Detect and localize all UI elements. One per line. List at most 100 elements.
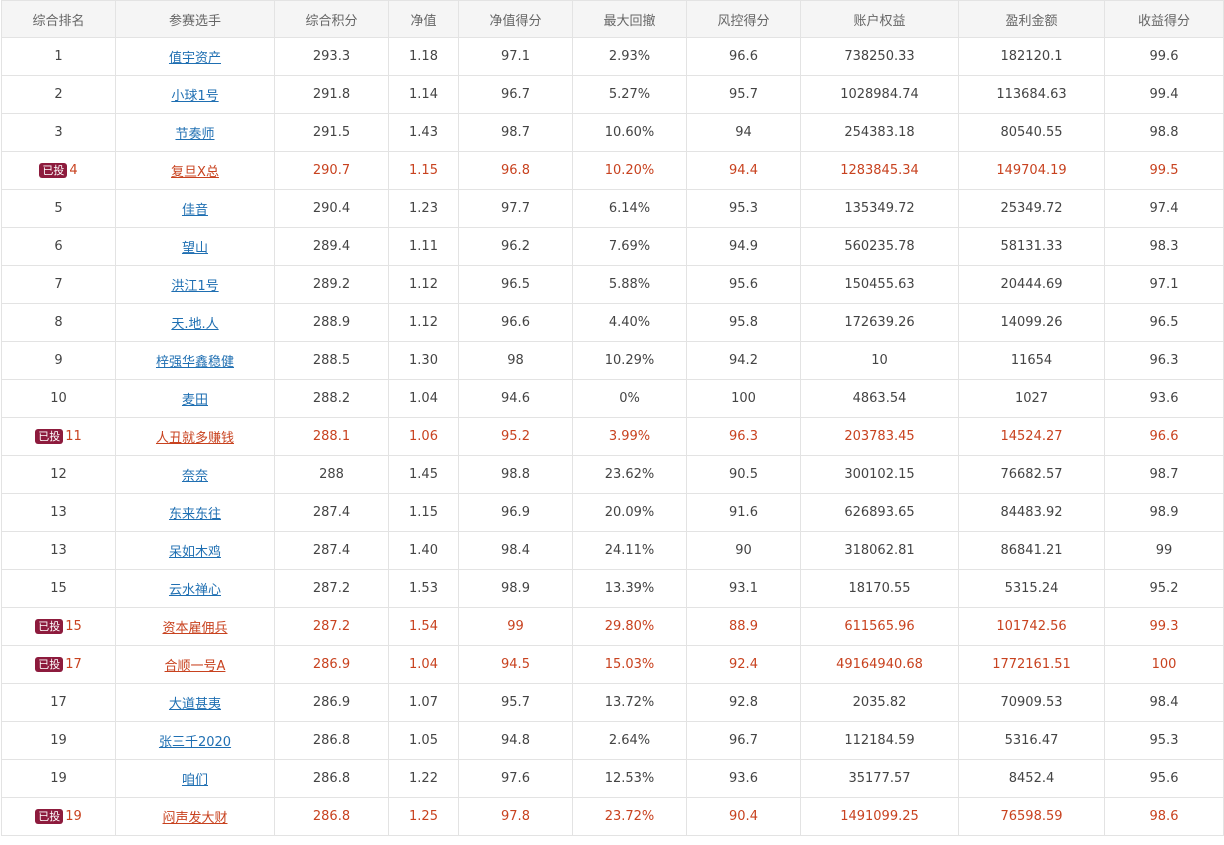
- header-player[interactable]: 参赛选手: [115, 0, 275, 38]
- profit-cell: 182120.1: [958, 37, 1105, 76]
- total-score-cell: 287.2: [274, 607, 389, 646]
- profit-cell: 58131.33: [958, 227, 1105, 266]
- table-row: 3 节奏师 291.5 1.43 98.7 10.60% 94 254383.18 80540.…: [1, 113, 1224, 152]
- return-score-cell: 98.6: [1104, 797, 1224, 836]
- header-max-drawdown[interactable]: 最大回撤: [572, 0, 687, 38]
- header-nav[interactable]: 净值: [388, 0, 459, 38]
- table-row: 已投 17 合顺一号A 286.9 1.04 94.5 15.03% 92.4 49164940…: [1, 645, 1224, 684]
- header-profit[interactable]: 盈利金额: [958, 0, 1105, 38]
- invested-badge: 已投: [35, 619, 64, 634]
- table-row: 2 小球1号 291.8 1.14 96.7 5.27% 95.7 1028984.74 113…: [1, 75, 1224, 114]
- profit-cell: 14099.26: [958, 303, 1105, 342]
- player-link[interactable]: 合顺一号A: [164, 659, 226, 674]
- return-score-cell: 99: [1104, 531, 1224, 570]
- header-nav-score[interactable]: 净值得分: [458, 0, 573, 38]
- risk-score-cell: 90.4: [686, 797, 801, 836]
- table-row: 已投 15 资本雇佣兵 287.2 1.54 99 29.80% 88.9 611565.96 1…: [1, 607, 1224, 646]
- rank-cell: 已投 17: [1, 645, 116, 684]
- rank-cell: 已投 4: [1, 151, 116, 190]
- equity-cell: 1491099.25: [800, 797, 959, 836]
- player-link[interactable]: 东来东往: [168, 507, 221, 522]
- header-return-score[interactable]: 收益得分: [1104, 0, 1224, 38]
- drawdown-cell: 13.72%: [572, 683, 687, 722]
- table-row: 13 呆如木鸡 287.4 1.40 98.4 24.11% 90 318062.81 8684…: [1, 531, 1224, 570]
- nav-cell: 1.04: [388, 379, 459, 418]
- total-score-cell: 289.2: [274, 265, 389, 304]
- player-link[interactable]: 佳音: [181, 203, 208, 218]
- table-row: 15 云水禅心 287.2 1.53 98.9 13.39% 93.1 18170.55 531…: [1, 569, 1224, 608]
- player-link[interactable]: 闷声发大财: [162, 811, 228, 826]
- rank-value: 2: [54, 87, 63, 102]
- invested-badge: 已投: [35, 429, 64, 444]
- player-link[interactable]: 洪江1号: [171, 279, 219, 294]
- risk-score-cell: 95.8: [686, 303, 801, 342]
- drawdown-cell: 13.39%: [572, 569, 687, 608]
- return-score-cell: 98.3: [1104, 227, 1224, 266]
- header-risk-score[interactable]: 风控得分: [686, 0, 801, 38]
- profit-cell: 84483.92: [958, 493, 1105, 532]
- nav-score-cell: 94.6: [458, 379, 573, 418]
- drawdown-cell: 6.14%: [572, 189, 687, 228]
- player-link[interactable]: 值宇资产: [168, 51, 221, 66]
- player-cell: 呆如木鸡: [115, 531, 275, 570]
- rank-value: 5: [54, 201, 63, 216]
- total-score-cell: 288: [274, 455, 389, 494]
- risk-score-cell: 94: [686, 113, 801, 152]
- player-link[interactable]: 复旦X总: [171, 165, 219, 180]
- drawdown-cell: 23.62%: [572, 455, 687, 494]
- rank-cell: 3: [1, 113, 116, 152]
- player-link[interactable]: 小球1号: [171, 89, 219, 104]
- nav-score-cell: 98.9: [458, 569, 573, 608]
- nav-cell: 1.07: [388, 683, 459, 722]
- player-cell: 天.地.人: [115, 303, 275, 342]
- drawdown-cell: 5.88%: [572, 265, 687, 304]
- player-link[interactable]: 人丑就多赚钱: [155, 431, 234, 446]
- rank-value: 10: [50, 391, 67, 406]
- player-link[interactable]: 资本雇佣兵: [162, 621, 228, 636]
- player-link[interactable]: 大道甚夷: [168, 697, 221, 712]
- player-link[interactable]: 节奏师: [175, 127, 215, 142]
- rank-cell: 9: [1, 341, 116, 380]
- player-link[interactable]: 张三千2020: [158, 735, 232, 750]
- drawdown-cell: 10.29%: [572, 341, 687, 380]
- table-header-row: 综合排名 参赛选手 综合积分 净值 净值得分 最大回撤 风控得分 账户权益 盈利…: [1, 0, 1224, 38]
- header-total-score[interactable]: 综合积分: [274, 0, 389, 38]
- drawdown-cell: 12.53%: [572, 759, 687, 798]
- player-cell: 咱们: [115, 759, 275, 798]
- rank-cell: 6: [1, 227, 116, 266]
- player-link[interactable]: 奈奈: [181, 469, 208, 484]
- rank-value: 4: [69, 163, 78, 178]
- player-link[interactable]: 呆如木鸡: [168, 545, 221, 560]
- table-row: 已投 11 人丑就多赚钱 288.1 1.06 95.2 3.99% 96.3 203783.4…: [1, 417, 1224, 456]
- player-link[interactable]: 梓强华鑫稳健: [155, 355, 234, 370]
- profit-cell: 113684.63: [958, 75, 1105, 114]
- equity-cell: 626893.65: [800, 493, 959, 532]
- player-link[interactable]: 望山: [181, 241, 208, 256]
- risk-score-cell: 92.8: [686, 683, 801, 722]
- player-cell: 闷声发大财: [115, 797, 275, 836]
- header-rank[interactable]: 综合排名: [1, 0, 116, 38]
- player-cell: 奈奈: [115, 455, 275, 494]
- nav-score-cell: 95.7: [458, 683, 573, 722]
- return-score-cell: 98.8: [1104, 113, 1224, 152]
- header-equity[interactable]: 账户权益: [800, 0, 959, 38]
- return-score-cell: 99.5: [1104, 151, 1224, 190]
- nav-cell: 1.40: [388, 531, 459, 570]
- rank-cell: 7: [1, 265, 116, 304]
- player-link[interactable]: 咱们: [181, 773, 208, 788]
- player-cell: 大道甚夷: [115, 683, 275, 722]
- nav-score-cell: 99: [458, 607, 573, 646]
- profit-cell: 76682.57: [958, 455, 1105, 494]
- table-row: 1 值宇资产 293.3 1.18 97.1 2.93% 96.6 738250.33 1821…: [1, 37, 1224, 76]
- table-row: 19 张三千2020 286.8 1.05 94.8 2.64% 96.7 112184.59…: [1, 721, 1224, 760]
- player-link[interactable]: 麦田: [181, 393, 208, 408]
- player-link[interactable]: 云水禅心: [168, 583, 221, 598]
- total-score-cell: 289.4: [274, 227, 389, 266]
- return-score-cell: 97.1: [1104, 265, 1224, 304]
- rank-cell: 5: [1, 189, 116, 228]
- equity-cell: 18170.55: [800, 569, 959, 608]
- player-link[interactable]: 天.地.人: [171, 317, 219, 332]
- equity-cell: 112184.59: [800, 721, 959, 760]
- nav-score-cell: 98.8: [458, 455, 573, 494]
- nav-cell: 1.25: [388, 797, 459, 836]
